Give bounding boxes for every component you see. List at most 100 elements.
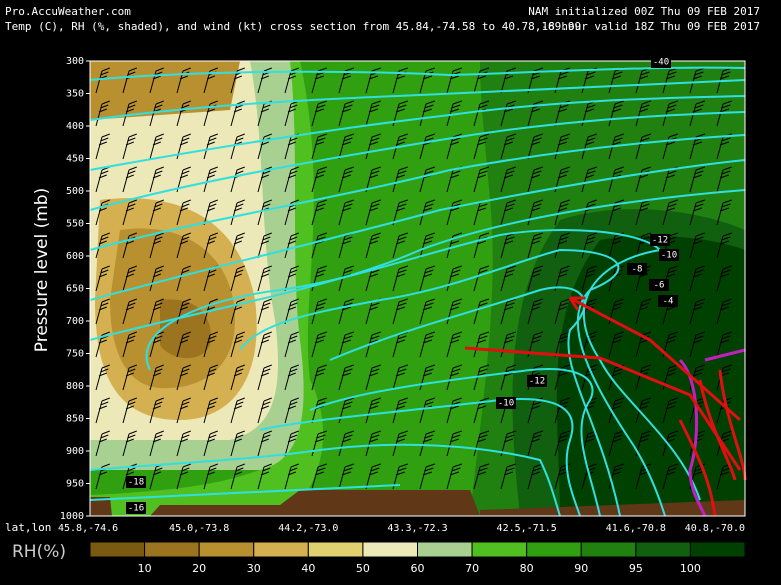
- barb-flag: [397, 335, 407, 340]
- barb-flag: [208, 467, 217, 472]
- barb-flag: [343, 137, 353, 142]
- barb-flag: [262, 335, 271, 340]
- barb-flag: [614, 133, 625, 138]
- barb-flag: [181, 467, 190, 472]
- barb-flag: [584, 240, 595, 245]
- barb-flag: [694, 302, 704, 307]
- barb-flag: [287, 471, 296, 476]
- barb-flag: [100, 368, 109, 373]
- barb-flag: [317, 133, 328, 138]
- barb-flag: [181, 401, 190, 406]
- barb-flag: [287, 174, 296, 179]
- barb-flag: [343, 302, 353, 307]
- barb-flag: [665, 141, 676, 146]
- barb-flag: [152, 174, 161, 179]
- contour: [89, 79, 746, 121]
- barb-flag: [368, 108, 379, 113]
- barb-flag: [154, 368, 163, 373]
- barb-flag: [206, 141, 215, 146]
- barb-flag: [641, 133, 652, 138]
- y-tick-label: 700: [66, 316, 84, 327]
- barb-flag: [560, 397, 571, 402]
- barb-flag: [317, 100, 328, 105]
- init-label: NAM initialized 00Z Thu 09 FEB 2017: [528, 5, 760, 18]
- colorbar-box: [253, 541, 309, 558]
- y-tick-label: 1000: [60, 511, 84, 522]
- barb-flag: [503, 306, 514, 311]
- barb-flag: [503, 438, 514, 443]
- barb-flag: [641, 100, 652, 105]
- barb-flag: [344, 100, 355, 105]
- barb-flag: [641, 232, 652, 237]
- barb-flag: [98, 240, 107, 245]
- barb-flag: [370, 401, 380, 406]
- barb-flag: [152, 438, 161, 443]
- barb-flag: [422, 372, 433, 377]
- barb-flag: [316, 335, 326, 340]
- barb-flag: [127, 170, 136, 175]
- barb-flag: [262, 170, 271, 175]
- contour: [145, 229, 701, 501]
- barb-flag: [314, 75, 325, 80]
- barb-flag: [155, 265, 164, 270]
- barb-flag: [613, 170, 623, 175]
- barb-flag: [668, 331, 679, 336]
- barb-flag: [722, 166, 733, 171]
- barb-flag: [586, 302, 596, 307]
- barb-flag: [449, 405, 460, 410]
- barb-flag: [395, 339, 406, 344]
- barb-flag: [721, 269, 731, 274]
- barb-flag: [368, 438, 379, 443]
- barb-flag: [341, 141, 352, 146]
- colorbar-tick-label: 30: [247, 562, 261, 575]
- barb-flag: [181, 170, 190, 175]
- barb-flag: [370, 434, 380, 439]
- barb-flag: [101, 67, 110, 72]
- barb-flag: [452, 199, 463, 204]
- barb-flag: [476, 207, 487, 212]
- barb-flag: [316, 236, 326, 241]
- colorbar-box: [526, 541, 582, 558]
- barb-flag: [206, 273, 215, 278]
- barb-flag: [479, 298, 490, 303]
- barb-flag: [692, 108, 703, 113]
- barb-flag: [641, 331, 652, 336]
- barb-flag: [530, 273, 541, 278]
- barb-flag: [181, 335, 190, 340]
- barb-flag: [371, 430, 382, 435]
- barb-flag: [128, 430, 137, 435]
- barb-flag: [557, 339, 568, 344]
- barb-flag: [530, 207, 541, 212]
- barb-flag: [452, 331, 463, 336]
- barb-flag: [533, 298, 544, 303]
- barb-flag: [506, 364, 517, 369]
- barb-flag: [236, 100, 245, 105]
- barb-flag: [559, 401, 569, 406]
- barb-flag: [128, 232, 137, 237]
- barb-flag: [586, 236, 596, 241]
- barb-flag: [641, 298, 652, 303]
- barb-flag: [152, 339, 161, 344]
- barb-flag: [532, 170, 542, 175]
- barb-flag: [532, 302, 542, 307]
- barb-flag: [370, 203, 380, 208]
- contour: [89, 484, 401, 501]
- x-tick-label: 45.0,-73.8: [169, 523, 229, 534]
- barb-flag: [530, 339, 541, 344]
- barb-flag: [208, 368, 217, 373]
- barb-flag: [128, 265, 137, 270]
- barb-flag: [206, 240, 215, 245]
- barb-flag: [263, 199, 272, 204]
- barb-flag: [614, 397, 625, 402]
- barb-flag: [235, 104, 244, 109]
- barb-flag: [397, 269, 407, 274]
- contour-label-box: [658, 295, 678, 307]
- barb-flag: [692, 273, 703, 278]
- barb-flag: [397, 170, 407, 175]
- barb-flag: [371, 199, 382, 204]
- barb-flag: [179, 438, 188, 443]
- barb-flag: [233, 471, 242, 476]
- barb-flag: [155, 430, 164, 435]
- barb-flag: [721, 368, 731, 373]
